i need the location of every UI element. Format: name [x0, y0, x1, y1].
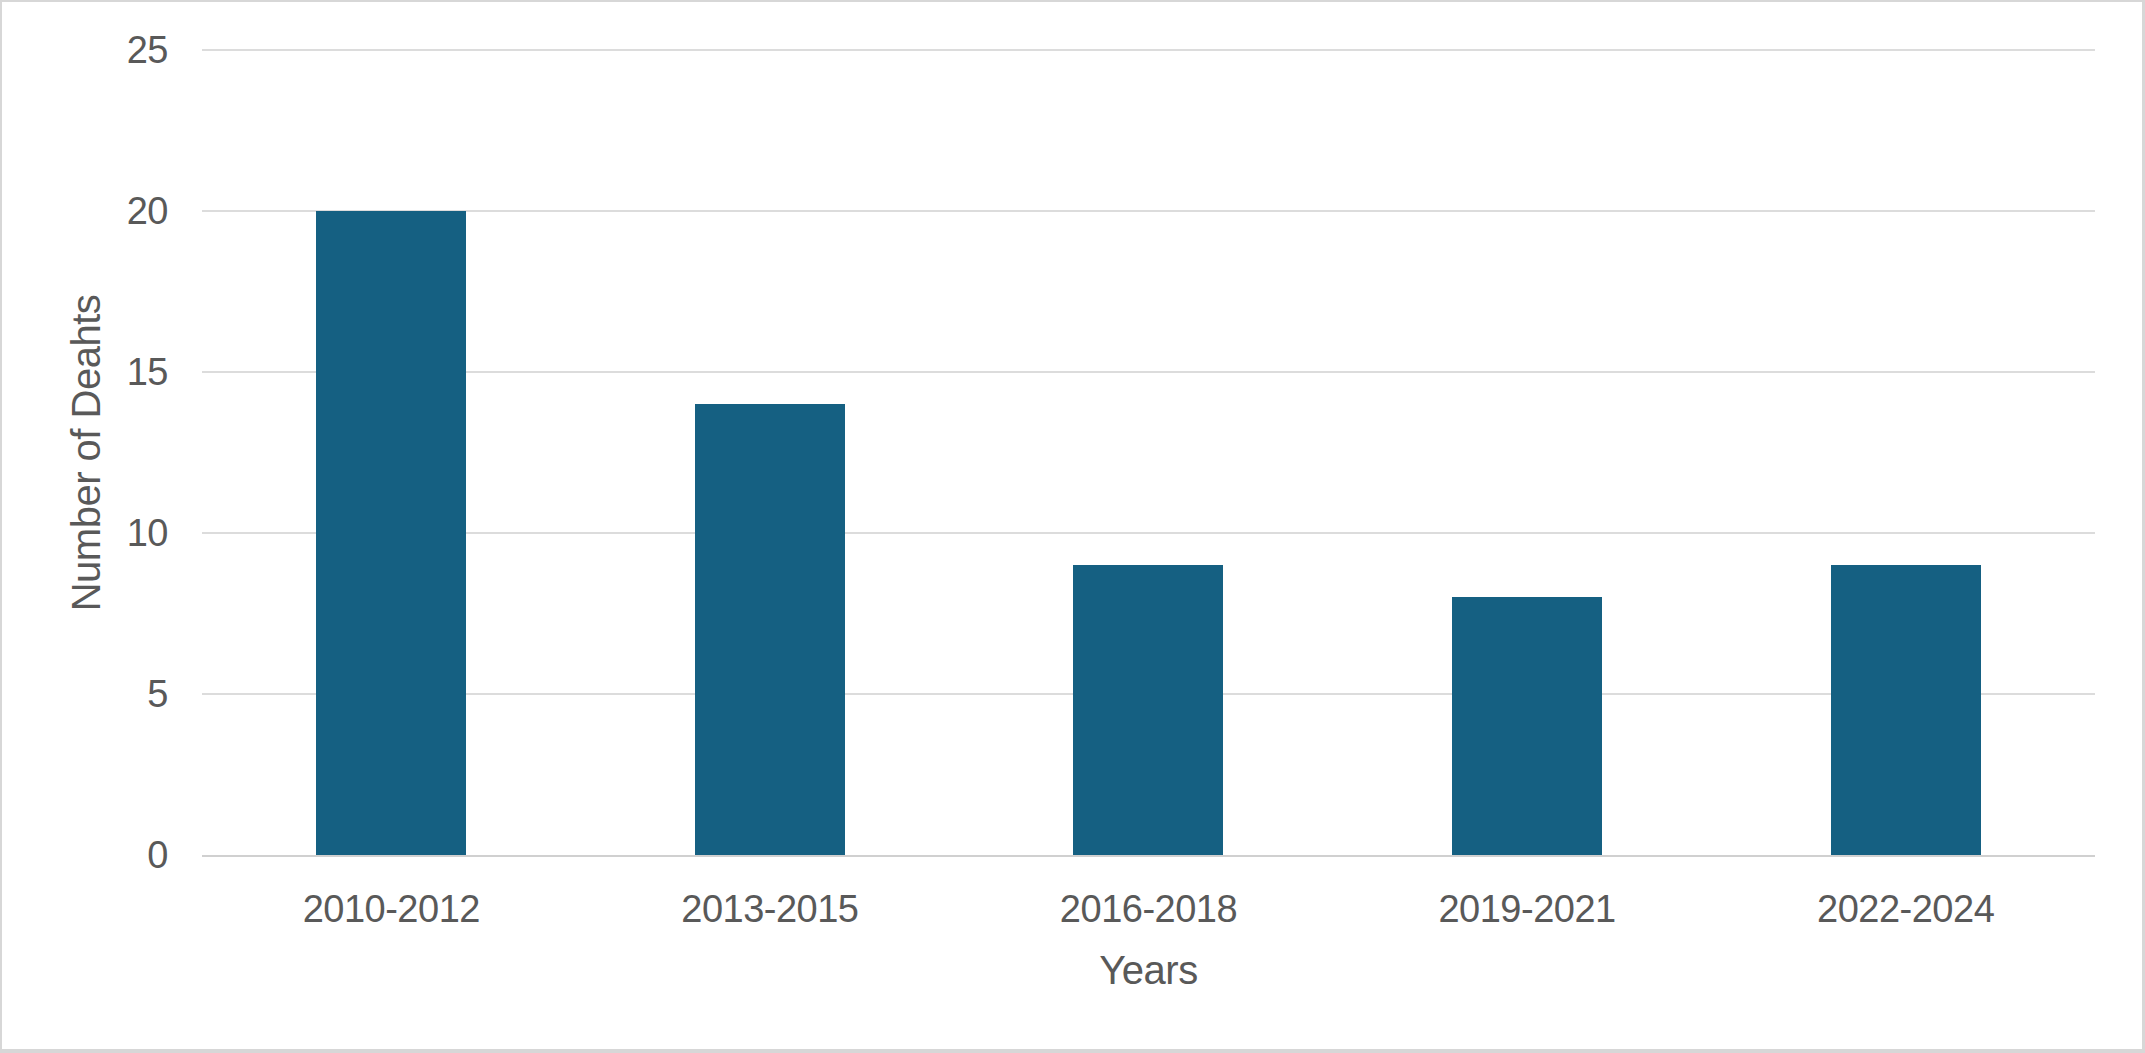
y-tick-label-20: 20 [2, 188, 168, 234]
bar-2022-2024 [1831, 565, 1981, 855]
bar-chart: Number of Deahts 0510152025 2010-2012201… [0, 0, 2145, 1053]
bar-series [202, 50, 2095, 855]
bar-slot [959, 50, 1338, 855]
bar-2010-2012 [316, 211, 466, 855]
x-axis-title: Years [202, 946, 2095, 994]
y-tick-label-0: 0 [2, 832, 168, 878]
y-tick-label-5: 5 [2, 671, 168, 717]
y-axis-title: Number of Deahts [64, 295, 109, 612]
x-tick-label-2022-2024: 2022-2024 [1716, 886, 2095, 932]
x-tick-label-2010-2012: 2010-2012 [202, 886, 581, 932]
x-tick-label-2016-2018: 2016-2018 [959, 886, 1338, 932]
x-tick-label-2019-2021: 2019-2021 [1338, 886, 1717, 932]
x-axis-line [202, 855, 2095, 857]
bar-2013-2015 [695, 404, 845, 855]
bar-slot [581, 50, 960, 855]
bar-2019-2021 [1452, 597, 1602, 855]
bar-slot [1338, 50, 1717, 855]
plot-area [202, 50, 2095, 855]
x-axis-tick-labels: 2010-20122013-20152016-20182019-20212022… [202, 886, 2095, 932]
bar-slot [1716, 50, 2095, 855]
x-tick-label-2013-2015: 2013-2015 [581, 886, 960, 932]
bar-slot [202, 50, 581, 855]
y-tick-label-25: 25 [2, 27, 168, 73]
bar-2016-2018 [1073, 565, 1223, 855]
